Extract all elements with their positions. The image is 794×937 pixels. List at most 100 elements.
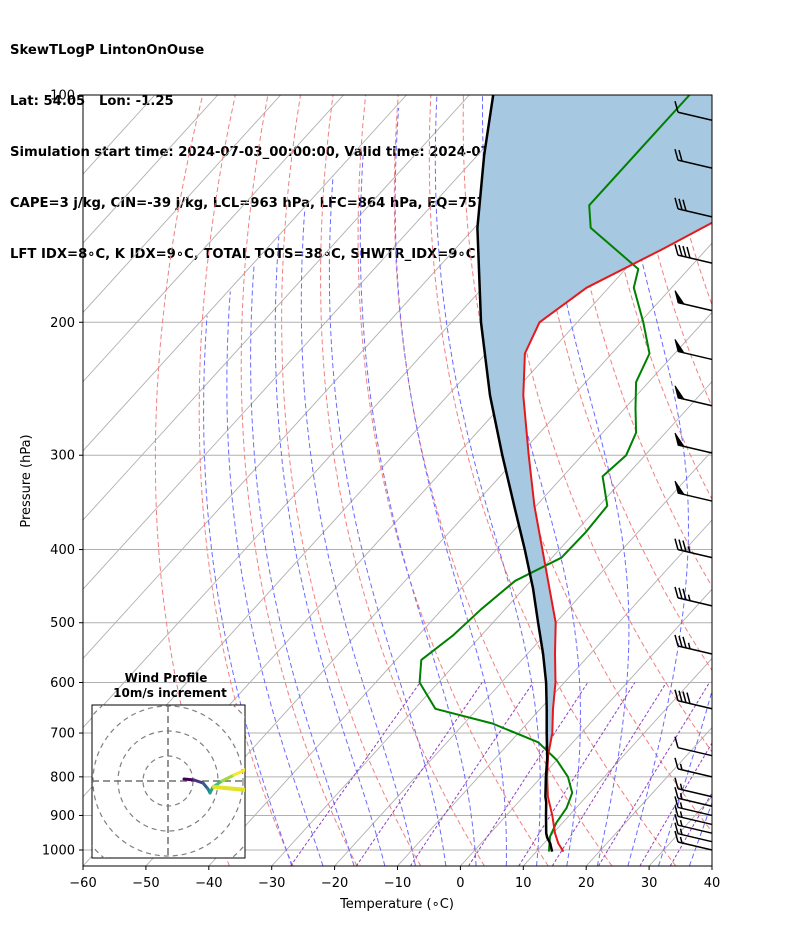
wind-barb [674, 538, 713, 559]
wind-barb [674, 822, 713, 843]
x-tick-label: −10 [384, 876, 411, 891]
y-axis-label: Pressure (hPa) [19, 434, 34, 527]
moist-adiabat-line [300, 209, 416, 866]
moist-adiabat-line [274, 236, 386, 866]
dry-adiabat-line [528, 95, 712, 672]
moist-adiabat-line [250, 265, 355, 866]
isotherm-line [522, 657, 712, 866]
wind-barb [674, 787, 713, 807]
dry-adiabat-line [281, 95, 422, 866]
isotherm-line [83, 95, 344, 383]
moist-adiabat-line [688, 801, 712, 866]
y-tick-label: 1000 [42, 844, 75, 859]
mixing-ratio-line [409, 682, 534, 866]
x-tick-label: −50 [132, 876, 159, 891]
wind-barb [674, 480, 713, 502]
header-indices-line: LFT IDX=8∘C, K IDX=9∘C, TOTAL TOTS=38∘C,… [10, 247, 476, 262]
wind-barb [674, 757, 713, 778]
isotherm-line [460, 588, 712, 866]
isotherm-line [711, 865, 712, 866]
dry-adiabat-line [198, 95, 294, 866]
moist-adiabat-line [328, 175, 447, 866]
isotherm-line [83, 95, 407, 452]
x-tick-label: 20 [578, 876, 595, 891]
wind-barb [674, 813, 713, 834]
moist-adiabat-line [720, 95, 794, 866]
wind-barb [674, 586, 713, 607]
moist-adiabat-line [752, 95, 794, 866]
y-tick-label: 400 [50, 543, 75, 558]
cape-area-layer [477, 95, 712, 759]
isotherm-line [83, 95, 219, 244]
mixing-ratio-line [518, 682, 636, 866]
wind-profile-inset: Wind Profile 10m/s increment [91, 671, 246, 859]
dry-adiabat-line [393, 95, 613, 866]
parcel-path-line [476, 95, 554, 852]
dry-adiabat-line [357, 95, 549, 866]
wind-barb [674, 197, 713, 218]
hodograph-segment [220, 773, 236, 783]
wind-barb [674, 634, 713, 655]
y-tick-label: 900 [50, 809, 75, 824]
y-tick-label: 300 [50, 449, 75, 464]
moist-adiabat-line [359, 143, 477, 866]
x-tick-label: 0 [456, 876, 464, 891]
hodograph-segment [192, 778, 205, 785]
wind-barb [674, 796, 713, 817]
wind-barb [674, 101, 713, 121]
x-tick-label: −60 [69, 876, 96, 891]
x-tick-label: 40 [704, 876, 721, 891]
x-tick-label: 10 [515, 876, 532, 891]
y-tick-label: 800 [50, 770, 75, 785]
isotherm-line [83, 95, 470, 521]
isotherm-line [585, 726, 712, 866]
x-tick-label: −20 [321, 876, 348, 891]
header-title: SkewTLogP LintonOnOuse [10, 43, 205, 58]
inset-subtitle: 10m/s increment [113, 686, 227, 700]
moist-adiabat-line [658, 95, 712, 866]
wind-barb [674, 736, 713, 757]
dry-adiabat-line [560, 95, 712, 588]
mixing-ratio-line [290, 682, 421, 866]
mixing-ratio-line [597, 682, 710, 866]
wind-barb [674, 385, 713, 407]
cape-area [477, 95, 712, 759]
series-layer [418, 95, 712, 853]
dry-adiabat-line [724, 95, 794, 866]
moist-adiabat-line [539, 95, 630, 866]
hodograph-segment [182, 777, 196, 782]
isotherm-line [334, 450, 712, 866]
hodograph-segment [212, 785, 245, 792]
x-tick-label: 30 [641, 876, 658, 891]
temperature-profile-line [522, 221, 712, 853]
wind-barb [674, 777, 713, 798]
x-axis-label: Temperature (∘C) [339, 897, 454, 912]
moist-adiabat-line [394, 107, 507, 866]
mixing-ratio-line [355, 682, 483, 866]
moist-adiabat-line [203, 315, 293, 866]
mixing-ratio-line [639, 742, 712, 866]
hodograph-segment [232, 768, 245, 777]
y-tick-label: 500 [50, 616, 75, 631]
y-tick-label: 100 [50, 89, 75, 104]
x-tick-label: −40 [195, 876, 222, 891]
axes-layer: −60 −50 −40 −30 −20 −10 0 10 20 30 40 100 200 300 400 5… [42, 89, 720, 892]
mixing-ratio-line [551, 682, 667, 866]
isotherm-line [83, 95, 281, 314]
moist-adiabat-line [612, 95, 690, 866]
mixing-ratio-line [669, 791, 712, 866]
wind-barb [674, 339, 713, 361]
dewpoint-profile-line [418, 95, 691, 852]
y-tick-label: 600 [50, 676, 75, 691]
moist-adiabat-line [226, 291, 324, 866]
wind-barb [674, 290, 713, 312]
isotherm-line [271, 380, 712, 866]
wind-barbs-layer [674, 101, 713, 851]
x-tick-label: −30 [258, 876, 285, 891]
wind-barb [674, 689, 713, 710]
wind-barb [674, 805, 713, 826]
mixing-ratio-line [468, 682, 589, 866]
isotherm-line [145, 242, 712, 866]
dry-adiabat-line [789, 95, 794, 866]
